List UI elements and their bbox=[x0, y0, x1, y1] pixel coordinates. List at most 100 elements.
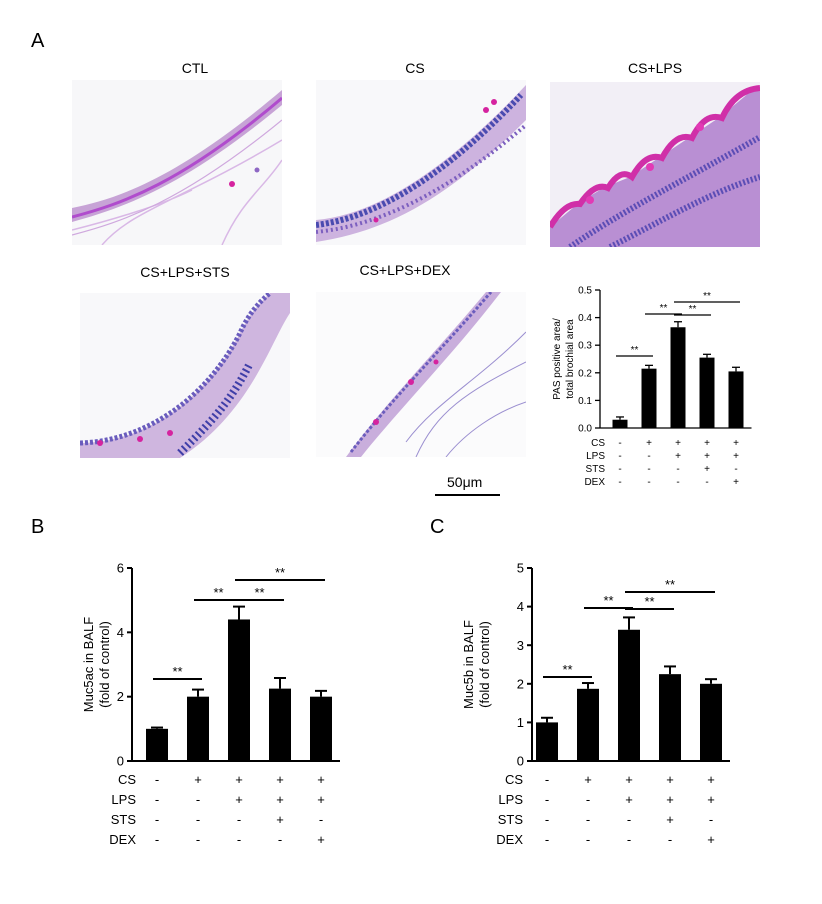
y-tick-label: 0.4 bbox=[578, 313, 592, 324]
treatment-sign: - bbox=[545, 812, 549, 827]
y-axis-label: PAS positive area/ bbox=[552, 318, 563, 400]
bar bbox=[228, 619, 250, 761]
treatment-sign: - bbox=[618, 464, 621, 475]
y-tick-label: 0.3 bbox=[578, 341, 592, 352]
treatment-label: LPS bbox=[586, 451, 605, 462]
chart-a: 0.0 0.1 0.2 0.3 0.4 0.5 PAS positive area/tota… bbox=[552, 286, 752, 488]
treatment-sign: + bbox=[733, 451, 739, 462]
bar bbox=[641, 368, 657, 428]
y-tick-label: 6 bbox=[117, 561, 124, 576]
treatment-sign: - bbox=[618, 451, 621, 462]
y-tick-label: 0 bbox=[117, 754, 124, 769]
treatment-sign: - bbox=[709, 812, 713, 827]
treatment-sign: - bbox=[155, 792, 159, 807]
bar bbox=[310, 696, 332, 761]
treatment-label: STS bbox=[111, 812, 137, 827]
treatment-label: DEX bbox=[496, 832, 523, 847]
treatment-sign: - bbox=[545, 772, 549, 787]
scale-bar bbox=[435, 494, 500, 496]
treatment-sign: - bbox=[586, 812, 590, 827]
bar bbox=[728, 371, 744, 428]
micrograph-title-cs-lps-sts: CS+LPS+STS bbox=[140, 264, 230, 280]
y-tick-label: 0.5 bbox=[578, 286, 592, 297]
treatment-sign: + bbox=[317, 832, 325, 847]
treatment-sign: + bbox=[704, 438, 710, 449]
significance-label: ** bbox=[703, 291, 711, 302]
significance-label: ** bbox=[660, 303, 668, 314]
y-tick-label: 4 bbox=[117, 625, 124, 640]
bar bbox=[699, 357, 715, 428]
treatment-sign: - bbox=[734, 464, 737, 475]
bar bbox=[146, 728, 168, 761]
treatment-sign: + bbox=[707, 832, 715, 847]
y-tick-label: 0.1 bbox=[578, 396, 592, 407]
treatment-sign: - bbox=[278, 832, 282, 847]
treatment-sign: - bbox=[155, 812, 159, 827]
micrograph-title-cs-lps-dex: CS+LPS+DEX bbox=[359, 262, 451, 278]
chart-c: 0 1 2 3 4 5 Muc5b in BALF (fold of control) ** **… bbox=[461, 561, 730, 847]
bar bbox=[577, 688, 599, 761]
treatment-sign: + bbox=[194, 772, 202, 787]
treatment-label: CS bbox=[505, 772, 523, 787]
treatment-sign: + bbox=[276, 792, 284, 807]
treatment-label: STS bbox=[498, 812, 524, 827]
bar bbox=[700, 683, 722, 761]
treatment-sign: + bbox=[625, 772, 633, 787]
bar bbox=[536, 722, 558, 761]
y-axis-label: Muc5ac in BALF bbox=[81, 617, 96, 712]
bar bbox=[670, 327, 686, 428]
micrograph-cs bbox=[316, 80, 526, 245]
micrograph-cs-lps bbox=[550, 82, 760, 247]
treatment-label: STS bbox=[586, 464, 606, 475]
treatment-label: LPS bbox=[111, 792, 136, 807]
treatment-sign: + bbox=[733, 438, 739, 449]
treatment-sign: - bbox=[586, 792, 590, 807]
treatment-sign: + bbox=[675, 438, 681, 449]
bar bbox=[612, 419, 628, 428]
treatment-sign: - bbox=[196, 792, 200, 807]
treatment-sign: - bbox=[647, 464, 650, 475]
micrograph-title-ctl: CTL bbox=[181, 60, 209, 76]
panel-letter-b: B bbox=[31, 516, 45, 538]
micrograph-cs-lps-sts bbox=[80, 293, 290, 458]
treatment-sign: - bbox=[627, 832, 631, 847]
y-tick-label: 0.2 bbox=[578, 368, 592, 379]
treatment-sign: + bbox=[707, 792, 715, 807]
bar bbox=[187, 696, 209, 761]
significance-label: ** bbox=[644, 594, 654, 609]
treatment-sign: + bbox=[235, 792, 243, 807]
micrograph-title-cs: CS bbox=[405, 60, 425, 76]
treatment-sign: + bbox=[625, 792, 633, 807]
treatment-label: CS bbox=[118, 772, 136, 787]
significance-label: ** bbox=[254, 585, 264, 600]
micrograph-cs-lps-dex bbox=[316, 292, 526, 457]
significance-label: ** bbox=[562, 662, 572, 677]
treatment-sign: + bbox=[235, 772, 243, 787]
treatment-sign: - bbox=[627, 812, 631, 827]
significance-label: ** bbox=[172, 664, 182, 679]
treatment-sign: + bbox=[646, 438, 652, 449]
treatment-label: DEX bbox=[584, 477, 605, 488]
treatment-sign: - bbox=[237, 832, 241, 847]
y-tick-label: 3 bbox=[517, 638, 524, 653]
treatment-label: DEX bbox=[109, 832, 136, 847]
treatment-sign: - bbox=[155, 832, 159, 847]
y-axis-label: (fold of control) bbox=[97, 621, 112, 708]
treatment-sign: + bbox=[276, 772, 284, 787]
treatment-sign: - bbox=[545, 832, 549, 847]
significance-label: ** bbox=[665, 577, 675, 592]
chart-b: 0 2 4 6 Muc5ac in BALF (fold of control) ** ** *… bbox=[81, 561, 340, 847]
treatment-sign: - bbox=[319, 812, 323, 827]
treatment-sign: - bbox=[586, 832, 590, 847]
significance-label: ** bbox=[213, 585, 223, 600]
panel-letter-a: A bbox=[31, 30, 45, 52]
treatment-sign: - bbox=[237, 812, 241, 827]
treatment-sign: - bbox=[196, 812, 200, 827]
y-tick-label: 2 bbox=[117, 689, 124, 704]
treatment-sign: + bbox=[733, 477, 739, 488]
micrograph-ctl bbox=[72, 80, 282, 245]
y-tick-label: 0 bbox=[517, 754, 524, 769]
y-axis-label: total brochial area bbox=[565, 319, 576, 399]
y-tick-label: 5 bbox=[517, 561, 524, 576]
treatment-sign: - bbox=[676, 464, 679, 475]
